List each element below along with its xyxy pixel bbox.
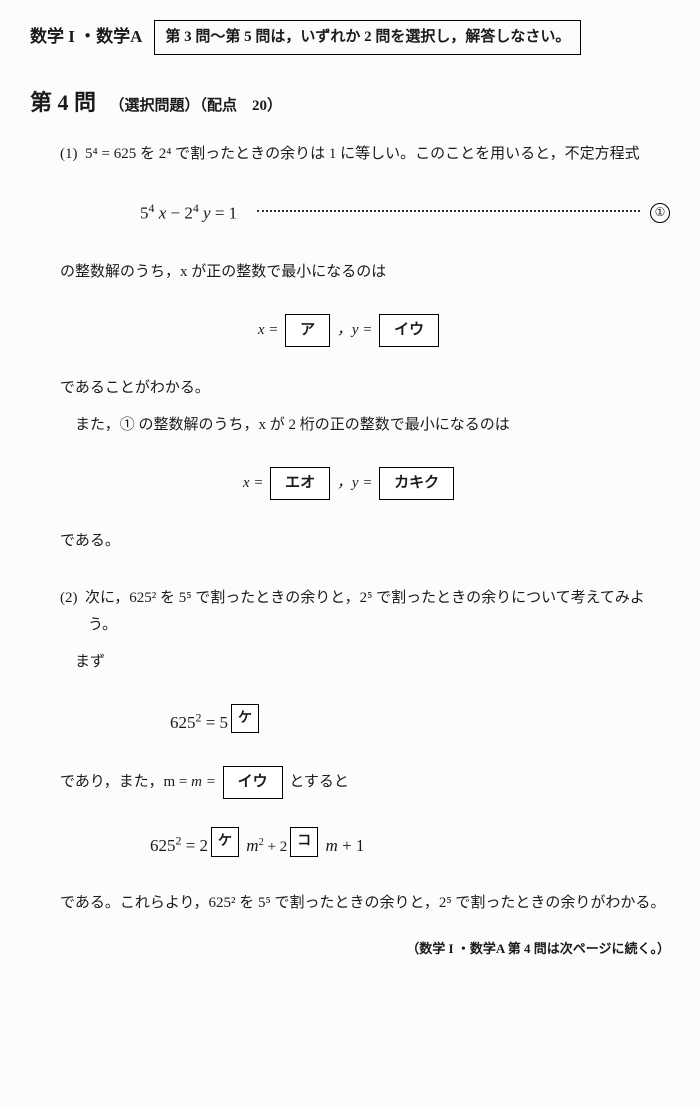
- answer-row-1: x = ア ，y = イウ: [30, 314, 670, 347]
- answer-row-2: x = エオ ，y = カキク: [30, 467, 670, 500]
- part2-text4: である。これらより，625² を 5⁵ で割ったときの余りと，2⁵ で割ったとき…: [60, 890, 670, 917]
- title-main: 第 4 問: [30, 90, 96, 115]
- equation-625-a: 6252 = 5ケ: [170, 704, 670, 739]
- part1-text1: 5⁴ = 625 を 2⁴ で割ったときの余りは 1 に等しい。このことを用いる…: [85, 146, 640, 162]
- part2-text3b: とすると: [289, 774, 349, 790]
- y-equals-2: ，y =: [337, 475, 373, 491]
- instruction-box: 第 3 問～第 5 問は，いずれか 2 問を選択し，解答しなさい。: [154, 20, 581, 55]
- part2-prefix: (2): [60, 590, 78, 606]
- part1-text5: である。: [60, 528, 670, 555]
- part2-text1: 次に，625² を 5⁵ で割ったときの余りと，2⁵ で割ったときの余りについて…: [85, 590, 645, 633]
- question-title: 第 4 問 （選択問題）（配点 20）: [30, 83, 670, 123]
- eq1-expr: 54 x − 24 y = 1: [140, 198, 237, 229]
- part1-intro: (1) 5⁴ = 625 を 2⁴ で割ったときの余りは 1 に等しい。このこと…: [60, 141, 670, 168]
- eq1-label: ①: [650, 203, 670, 223]
- answer-box-a: ア: [285, 314, 330, 347]
- part2-text3: であり，また，m =: [60, 774, 187, 790]
- answer-box-ke: ケ: [231, 704, 259, 733]
- part1-prefix: (1): [60, 146, 78, 162]
- part2-intro: (2) 次に，625² を 5⁵ で割ったときの余りと，2⁵ で割ったときの余り…: [60, 585, 670, 639]
- x-equals-2: x =: [243, 475, 264, 491]
- title-sub: （選択問題）（配点 20）: [110, 98, 283, 114]
- part1-text4: また，① の整数解のうち，x が 2 桁の正の整数で最小になるのは: [60, 412, 670, 439]
- answer-box-ko: コ: [290, 827, 318, 856]
- answer-box-kakiku: カキク: [379, 467, 454, 500]
- answer-box-eo: エオ: [270, 467, 330, 500]
- y-equals: ，y =: [337, 322, 373, 338]
- footer-note: （数学 I ・数学A 第 4 問は次ページに続く。）: [30, 937, 670, 960]
- header: 数学 I ・数学A 第 3 問～第 5 問は，いずれか 2 問を選択し，解答しな…: [30, 20, 670, 55]
- leader-dots: [257, 209, 640, 212]
- answer-box-iu-2: イウ: [223, 766, 283, 799]
- x-equals: x =: [258, 322, 279, 338]
- part1-text3: であることがわかる。: [60, 375, 670, 402]
- equation-625-b: 6252 = 2ケ m2 + 2コ m + 1: [150, 827, 670, 862]
- part1-text2: の整数解のうち，x が正の整数で最小になるのは: [60, 259, 670, 286]
- equation-1: 54 x − 24 y = 1 ①: [140, 198, 670, 229]
- part2-text3-row: であり，また，m = m = イウ とすると: [60, 766, 670, 799]
- answer-box-ke-2: ケ: [211, 827, 239, 856]
- subject-label: 数学 I ・数学A: [30, 22, 142, 53]
- answer-box-iu: イウ: [379, 314, 439, 347]
- part2-text2: まず: [60, 649, 670, 676]
